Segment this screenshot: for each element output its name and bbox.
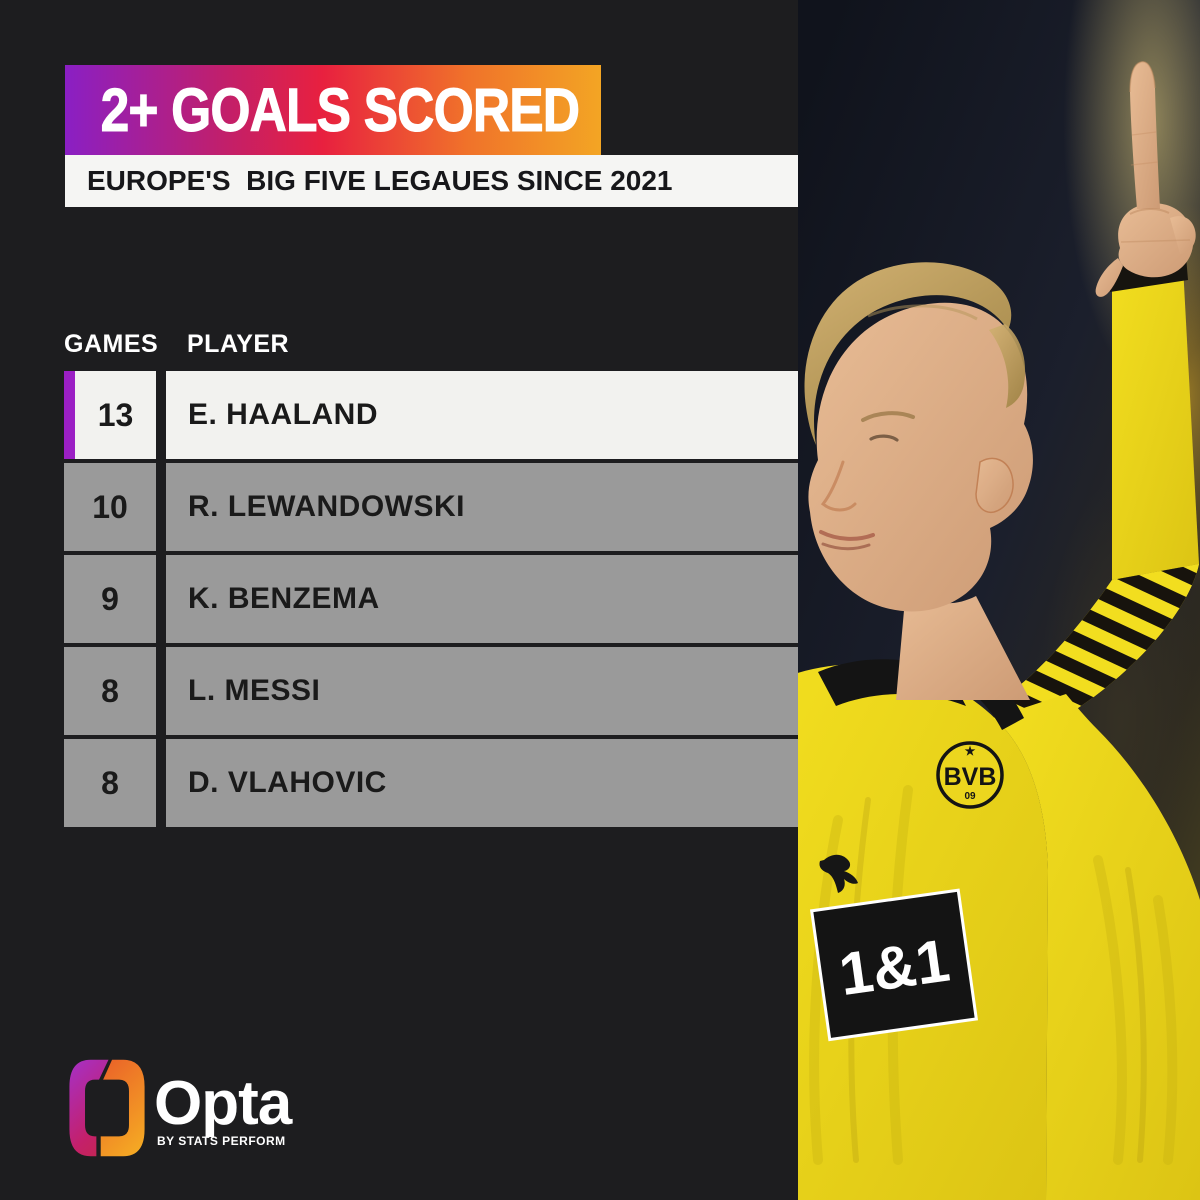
svg-text:09: 09 [964, 791, 976, 802]
svg-text:BVB: BVB [944, 763, 997, 791]
svg-text:★: ★ [965, 744, 976, 758]
